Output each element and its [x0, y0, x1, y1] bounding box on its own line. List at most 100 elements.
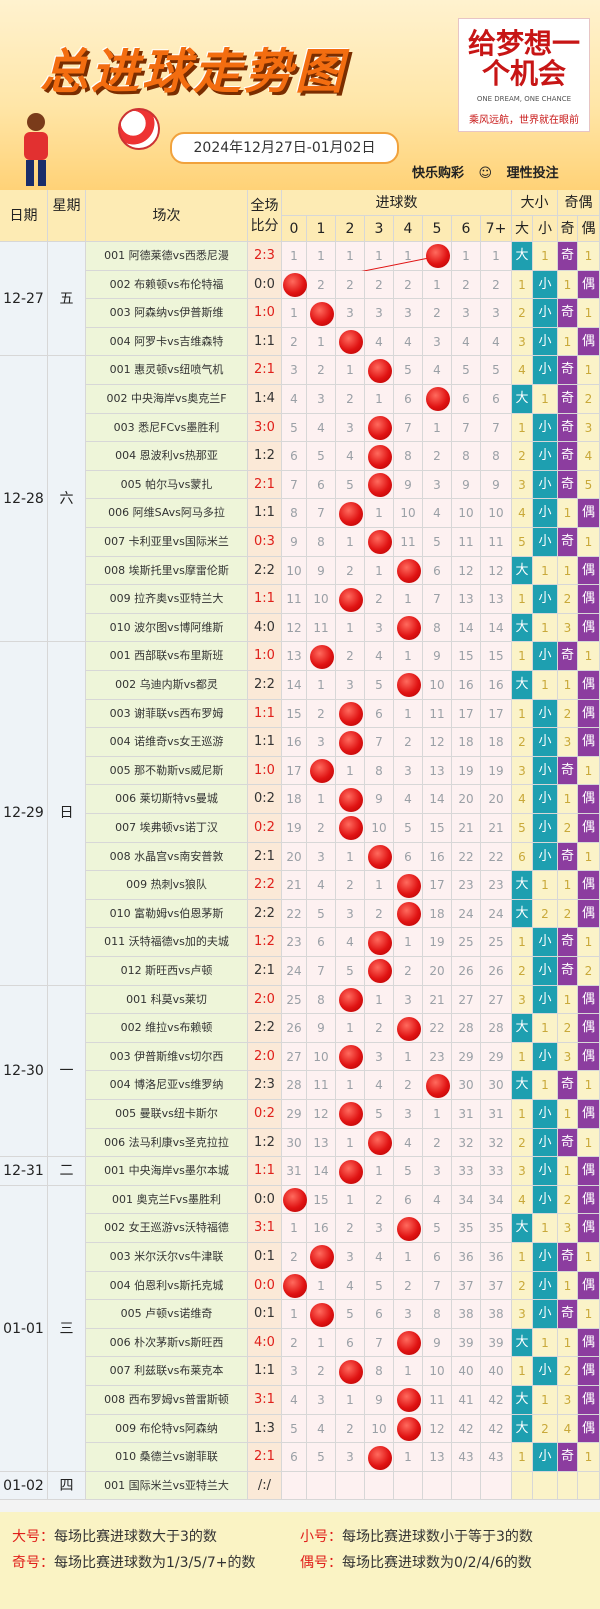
goal-cell: 35: [452, 1214, 481, 1243]
goal-cell: 5: [423, 528, 452, 557]
goal-cell: 2: [394, 1271, 423, 1301]
big-cell: 1: [512, 585, 533, 614]
goal-cell: 19: [282, 814, 307, 843]
goal-cell: 4: [307, 413, 336, 443]
match-score: 0:2: [248, 814, 282, 843]
goal-cell: 9: [282, 528, 307, 557]
odd-cell: 1: [558, 785, 578, 814]
goal-cell: 18: [282, 785, 307, 814]
goal-cell: 6: [307, 928, 336, 957]
goal-marker: [338, 587, 363, 612]
goal-cell: 1: [394, 1042, 423, 1072]
match-name: 005 卢顿vs诺维奇: [86, 1300, 248, 1329]
match-name: 008 埃斯托里vs摩雷伦斯: [86, 556, 248, 586]
logo-kuaile: 快乐购彩: [412, 166, 465, 181]
weekday-group: 一: [48, 985, 86, 1158]
match-score: 0:3: [248, 528, 282, 557]
goal-cell: 1: [336, 242, 365, 271]
goal-cell: 22: [423, 1014, 452, 1043]
goal-cell: 7: [365, 728, 394, 757]
goal-marker: [338, 501, 363, 526]
legend-small: 小号：每场比赛进球数小于等于3的数: [300, 1529, 533, 1545]
goal-cell: 1: [423, 270, 452, 300]
goal-cell: 8: [423, 1300, 452, 1329]
goal-cell: 2: [365, 1185, 394, 1215]
even-cell: 偶: [578, 985, 600, 1015]
match-name: 002 维拉vs布赖顿: [86, 1014, 248, 1043]
match-name: 001 中央海岸vs墨尔本城: [86, 1157, 248, 1186]
goal-cell: 8: [452, 442, 481, 471]
goal-cell: 6: [394, 842, 423, 872]
big-cell: 2: [512, 1271, 533, 1301]
goal-cell: 18: [423, 899, 452, 929]
odd-cell: 奇: [558, 1243, 578, 1272]
goal-cell: 7: [452, 413, 481, 443]
small-cell: 1: [533, 556, 558, 586]
goal-cell: 6: [394, 385, 423, 414]
goal-cell: 25: [282, 985, 307, 1015]
goal-cell: 11: [282, 585, 307, 614]
header-goals: 进球数: [282, 190, 512, 216]
goal-cell: 29: [282, 1100, 307, 1129]
odd-cell: 1: [558, 1100, 578, 1129]
goal-cell: 15: [481, 642, 512, 671]
big-cell: 1: [512, 699, 533, 729]
goal-cell: 23: [452, 871, 481, 900]
goal-cell: 36: [452, 1243, 481, 1272]
goal-cell: 11: [423, 699, 452, 729]
goal-cell: 1: [336, 1185, 365, 1215]
goal-cell: 10: [282, 556, 307, 586]
header-bigsmall: 大小: [512, 190, 558, 216]
odd-cell: 2: [558, 899, 578, 929]
match-score: 2:3: [248, 1071, 282, 1100]
goal-marker: [309, 1245, 334, 1270]
odd-cell: 1: [558, 499, 578, 528]
goal-cell: 9: [452, 470, 481, 500]
match-name: 006 阿维SAvs阿马多拉: [86, 499, 248, 528]
big-cell: 1: [512, 642, 533, 671]
match-score: 2:1: [248, 957, 282, 986]
goal-cell: 2: [307, 356, 336, 385]
match-name: 006 莱切斯特vs曼城: [86, 785, 248, 814]
big-cell: 3: [512, 470, 533, 500]
goal-cell: 31: [452, 1100, 481, 1129]
goal-cell: 39: [481, 1328, 512, 1358]
date-group: 12-30: [0, 985, 48, 1158]
goal-cell: 3: [307, 1386, 336, 1415]
match-name: 003 伊普斯维vs切尔西: [86, 1042, 248, 1072]
goal-marker: [309, 759, 334, 784]
odd-cell: 1: [558, 985, 578, 1015]
goal-cell: 3: [307, 385, 336, 414]
goal-cell: 13: [452, 585, 481, 614]
goal-cell: 1: [394, 1443, 423, 1472]
goal-cell: 11: [481, 528, 512, 557]
goal-cell: 6: [365, 1300, 394, 1329]
goal-cell: 4: [307, 1414, 336, 1444]
goal-cell: 28: [481, 1014, 512, 1043]
even-cell: 偶: [578, 1328, 600, 1358]
goal-cell: 6: [423, 1243, 452, 1272]
goal-cell: 4: [365, 327, 394, 357]
match-score: 1:1: [248, 1357, 282, 1386]
goal-cell: 1: [394, 1243, 423, 1272]
big-cell: 大: [512, 671, 533, 700]
goal-cell: 12: [307, 1100, 336, 1129]
goal-cell: 2: [336, 871, 365, 900]
match-name: 003 悉尼FCvs墨胜利: [86, 413, 248, 443]
small-cell: 小: [533, 814, 558, 843]
odd-cell: 2: [558, 814, 578, 843]
goal-cell: 9: [481, 470, 512, 500]
goal-cell: 6: [282, 442, 307, 471]
goal-marker: [282, 1273, 307, 1298]
goal-cell: 2: [365, 899, 394, 929]
small-cell: 小: [533, 642, 558, 671]
goal-cell: 4: [423, 499, 452, 528]
goal-cell: 7: [307, 499, 336, 528]
goal-cell: 26: [481, 957, 512, 986]
match-name: 007 埃弗顿vs诺丁汉: [86, 814, 248, 843]
big-cell: 5: [512, 814, 533, 843]
odd-cell: 奇: [558, 385, 578, 414]
goal-cell: 11: [394, 528, 423, 557]
goal-cell: 3: [452, 299, 481, 328]
even-cell: 1: [578, 1128, 600, 1158]
